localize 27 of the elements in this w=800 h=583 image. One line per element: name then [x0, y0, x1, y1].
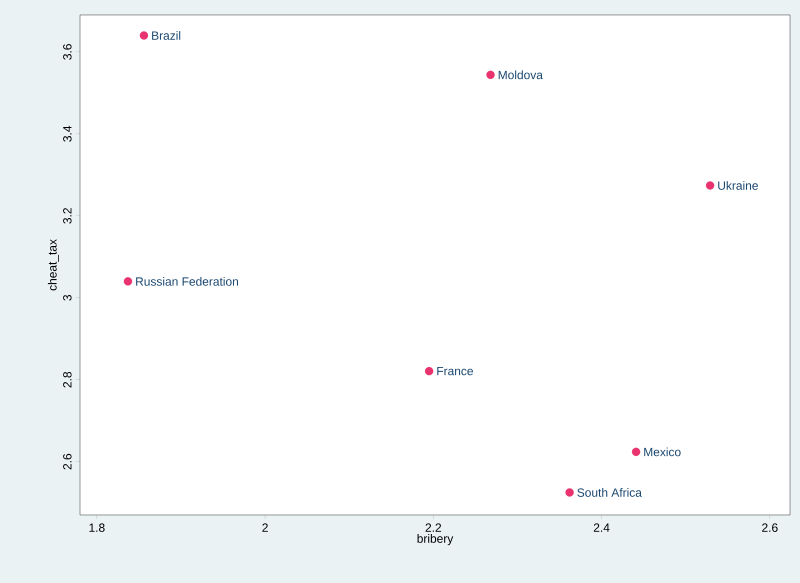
x-tick-label: 2.2: [426, 523, 442, 532]
y-tick-label: 2.6: [63, 454, 72, 470]
annotation: South Africa: [577, 488, 642, 497]
point: [124, 277, 132, 286]
y-tick-label: 3: [63, 294, 72, 301]
point: [140, 31, 148, 40]
y-axis-title: cheat_tax: [48, 239, 59, 290]
annotation: Brazil: [152, 31, 180, 40]
point: [706, 181, 714, 190]
point: [424, 366, 434, 376]
annotation: Russian Federation: [136, 276, 238, 286]
point: [632, 448, 640, 456]
y-tick-label: 2.8: [63, 372, 72, 388]
annotation: France: [437, 366, 473, 376]
x-tick-label: 2: [262, 523, 268, 532]
x-tick-label: 2.6: [762, 523, 778, 532]
x-axis-title: bribery: [418, 534, 454, 546]
point: [565, 488, 574, 497]
annotation: Moldova: [498, 70, 543, 80]
annotation: Mexico: [644, 447, 681, 456]
y-tick-label: 3.2: [63, 208, 72, 224]
annotation: Ukraine: [718, 181, 758, 190]
x-tick-label: 1.8: [89, 523, 105, 532]
y-tick-label: 3.6: [63, 44, 72, 60]
x-tick-label: 2.4: [594, 523, 610, 532]
y-tick-label: 3.4: [63, 126, 72, 142]
point: [486, 70, 495, 80]
